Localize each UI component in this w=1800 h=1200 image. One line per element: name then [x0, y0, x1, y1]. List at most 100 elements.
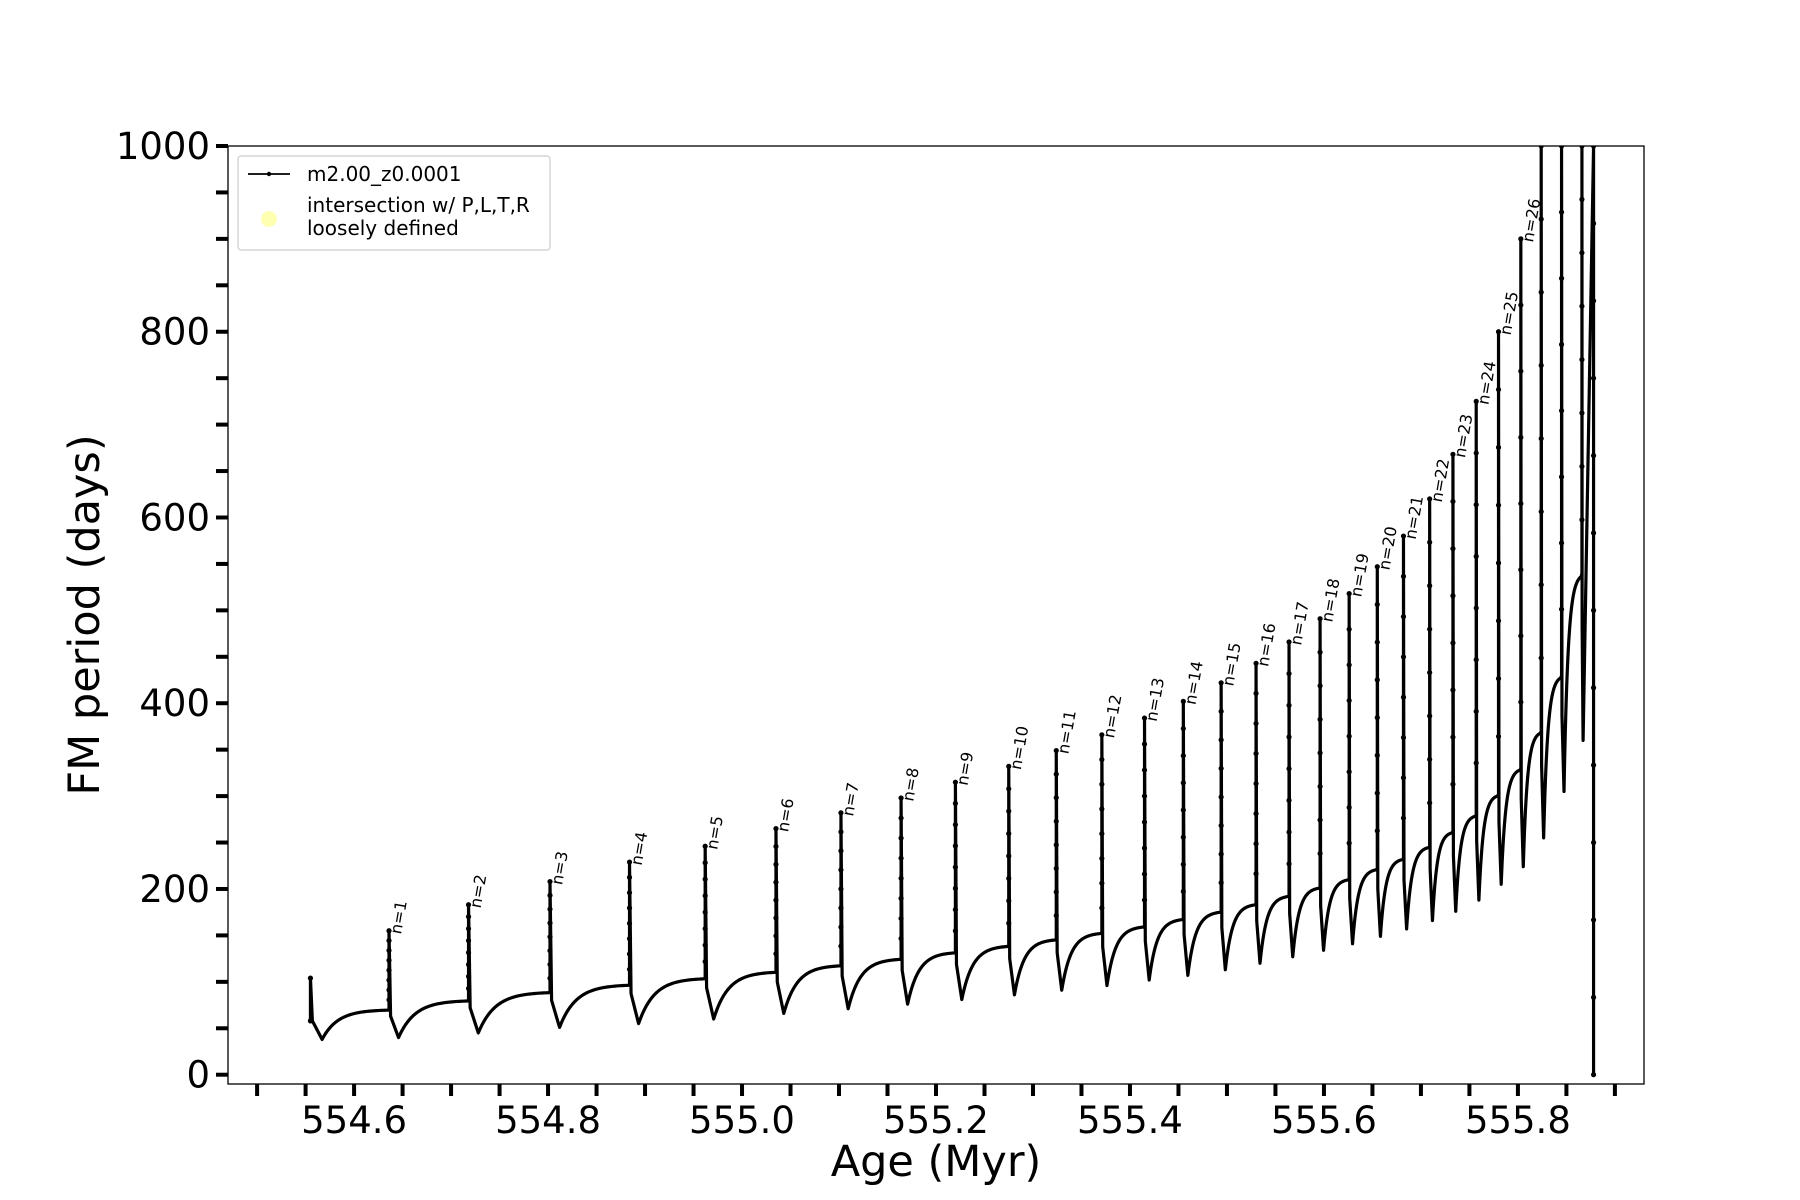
data-point	[1473, 450, 1479, 456]
data-point	[1495, 502, 1502, 508]
series-line	[308, 146, 1596, 1075]
y-tick-label: 600	[139, 496, 210, 539]
data-point	[1427, 756, 1433, 763]
data-point	[1099, 831, 1105, 837]
data-point	[307, 1018, 314, 1024]
x-axis: 554.6 554.8 555.0 555.2 555.4 555.6 555.8	[255, 1084, 1617, 1142]
data-point	[1558, 474, 1565, 480]
data-point	[1427, 800, 1433, 806]
data-point	[1317, 783, 1323, 790]
data-point	[1590, 762, 1597, 768]
data-point	[1286, 702, 1292, 708]
data-point	[1538, 289, 1544, 295]
data-point	[1053, 771, 1059, 777]
data-point	[1099, 732, 1105, 738]
data-point	[1473, 398, 1479, 404]
data-point	[838, 905, 844, 911]
data-point	[626, 951, 633, 957]
data-point	[838, 867, 844, 873]
data-point	[547, 961, 553, 968]
data-point	[1006, 763, 1012, 769]
data-point	[1141, 767, 1148, 773]
data-point	[702, 959, 708, 965]
data-point	[1590, 839, 1597, 846]
data-point	[1006, 808, 1012, 814]
data-point	[1518, 368, 1524, 374]
data-point	[952, 864, 959, 870]
data-point	[1374, 639, 1380, 645]
data-point	[1427, 713, 1433, 719]
data-point	[702, 876, 708, 882]
y-tick-label: 200	[139, 868, 210, 911]
data-point	[1473, 708, 1479, 714]
data-point	[547, 948, 553, 954]
data-point	[1180, 698, 1186, 704]
data-point	[1579, 250, 1585, 256]
data-point	[626, 905, 633, 911]
data-point	[626, 890, 633, 896]
data-point	[1286, 797, 1292, 803]
data-point	[465, 902, 472, 908]
data-point	[386, 977, 392, 983]
data-point	[386, 967, 392, 973]
data-point	[1141, 741, 1148, 747]
data-point	[1579, 463, 1585, 470]
data-point	[1427, 496, 1433, 502]
data-point	[838, 810, 844, 816]
data-point	[1099, 905, 1105, 911]
data-point	[1099, 806, 1105, 812]
data-point	[1253, 871, 1259, 877]
legend-circle-marker	[261, 211, 277, 227]
data-point	[1374, 601, 1380, 608]
data-point	[1317, 817, 1323, 823]
data-point	[1590, 1072, 1597, 1078]
data-point	[952, 885, 959, 891]
data-point	[547, 892, 553, 898]
data-point	[1253, 660, 1259, 666]
data-point	[547, 878, 553, 885]
data-point	[1450, 451, 1456, 457]
data-point	[838, 924, 844, 930]
data-point	[1286, 639, 1292, 645]
data-point	[1473, 657, 1479, 663]
data-point	[1495, 733, 1502, 740]
data-point	[465, 938, 472, 944]
data-point	[386, 957, 392, 963]
data-point	[1218, 765, 1224, 772]
data-point	[1141, 897, 1148, 903]
plot-background	[228, 146, 1644, 1084]
data-point	[1518, 500, 1524, 507]
data-point	[1400, 614, 1407, 620]
data-point	[1495, 560, 1502, 566]
data-point	[1558, 209, 1565, 215]
data-point	[1400, 533, 1407, 539]
series-layer	[307, 146, 1597, 1078]
data-point	[1346, 769, 1352, 775]
data-point	[1253, 690, 1259, 696]
x-tick-label: 555.2	[883, 1099, 989, 1142]
data-point	[626, 859, 633, 865]
data-point	[1053, 912, 1059, 919]
data-point	[1518, 567, 1524, 573]
data-point	[1450, 498, 1456, 505]
data-point	[1218, 794, 1224, 800]
data-point	[1400, 734, 1407, 741]
data-point	[1346, 733, 1352, 739]
data-point	[1579, 517, 1585, 523]
data-point	[1590, 375, 1597, 381]
data-point	[773, 843, 779, 850]
data-point	[1180, 807, 1186, 813]
data-point	[1495, 386, 1502, 393]
data-point	[386, 947, 392, 954]
data-point	[1374, 828, 1380, 834]
data-point	[1518, 434, 1524, 440]
data-point	[1558, 408, 1565, 414]
data-point	[702, 843, 708, 849]
data-point	[307, 975, 314, 981]
data-point	[1374, 677, 1380, 683]
data-point	[465, 914, 472, 920]
data-point	[386, 987, 392, 993]
data-point	[1495, 676, 1502, 682]
data-point	[1579, 410, 1585, 416]
legend-label-line: loosely defined	[307, 216, 459, 240]
